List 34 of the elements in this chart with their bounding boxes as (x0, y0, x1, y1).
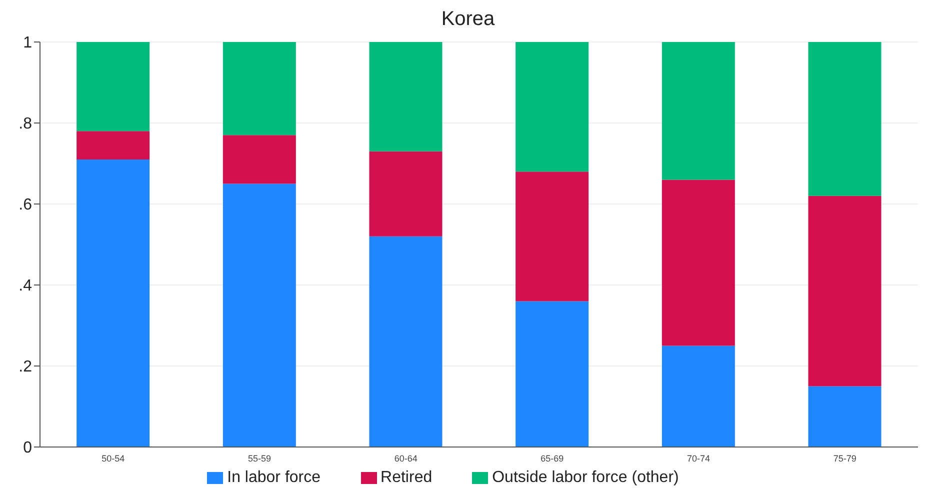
y-tick-label: .4 (18, 278, 32, 295)
bar (369, 236, 442, 447)
bar (516, 172, 589, 302)
y-tick-label: .8 (18, 116, 32, 133)
bar (662, 346, 735, 447)
bar (76, 159, 150, 447)
bar (76, 131, 150, 160)
bar (369, 151, 442, 236)
bar (516, 42, 589, 172)
bar (222, 184, 296, 447)
bar (808, 42, 882, 196)
y-tick-label: 0 (23, 440, 32, 457)
bar (516, 301, 589, 447)
x-tick-label: 70-74 (686, 453, 710, 464)
legend-label: Retired (380, 469, 432, 486)
x-tick-label: 75-79 (833, 453, 856, 464)
bar (662, 180, 735, 346)
bar (662, 42, 735, 180)
bar (76, 42, 150, 132)
bar (808, 196, 882, 386)
bar (369, 42, 442, 152)
legend-label: In labor force (227, 469, 321, 486)
x-tick-label: 50-54 (102, 453, 125, 464)
y-tick-label: .6 (18, 196, 32, 214)
bar (222, 42, 296, 136)
bar (808, 386, 882, 447)
legend-label: Outside labor force (other) (492, 469, 679, 486)
x-tick-label: 65-69 (540, 453, 564, 464)
y-tick-label: 1 (23, 34, 32, 52)
x-tick-label: 60-64 (394, 453, 418, 464)
y-tick-label: .2 (18, 358, 32, 376)
x-tick-label: 55-59 (248, 453, 272, 464)
chart-title: Korea (440, 8, 496, 32)
bar (222, 135, 296, 184)
